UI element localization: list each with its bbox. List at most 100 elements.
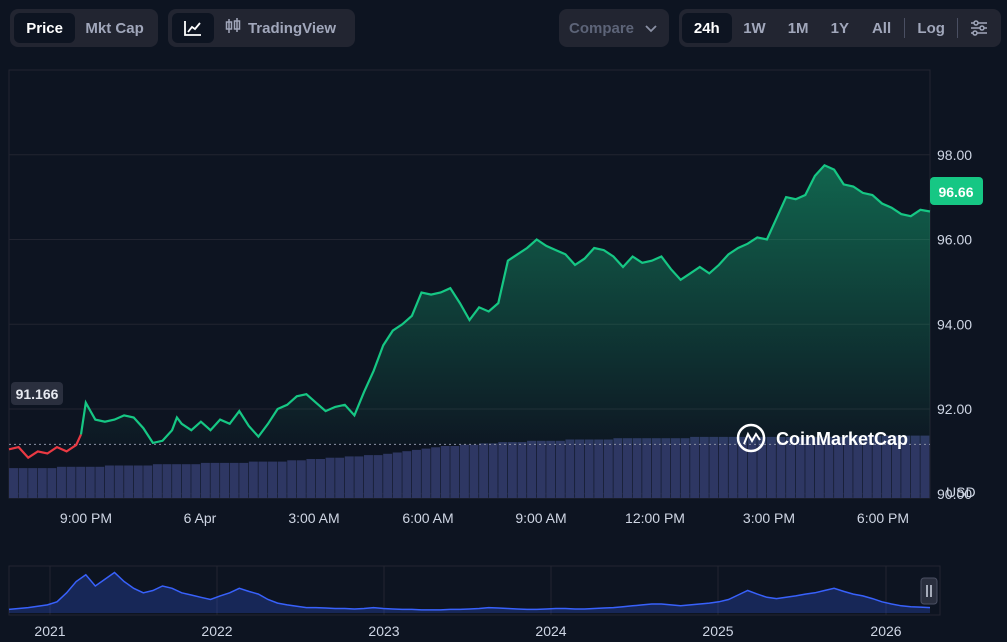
x-tick-label: 6 Apr (184, 510, 217, 526)
range-1w[interactable]: 1W (743, 19, 766, 37)
tradingview-label: TradingView (247, 19, 337, 37)
log-toggle[interactable]: Log (917, 19, 945, 37)
volume-bar (853, 435, 863, 498)
tab-price[interactable]: Price (14, 13, 76, 43)
y-tick-label: 96.00 (937, 232, 972, 248)
volume-bar (431, 447, 441, 498)
price-area (81, 165, 930, 445)
volume-bar (296, 460, 306, 498)
range-divider (904, 18, 906, 38)
volume-bar (469, 444, 479, 498)
current-price-badge: 96.66 (930, 177, 983, 205)
volume-bar (56, 466, 66, 498)
volume-bar (239, 462, 249, 498)
volume-bar (229, 462, 239, 498)
compare-label: Compare (569, 19, 635, 37)
volume-bar (85, 466, 95, 498)
volume-bar (124, 465, 134, 498)
volume-bar (440, 446, 450, 498)
range-24h[interactable]: 24h (682, 13, 732, 43)
volume-bar (834, 436, 844, 498)
volume-bar (210, 462, 220, 498)
volume-bar (603, 439, 613, 498)
x-tick-label: 9:00 PM (60, 510, 112, 526)
settings-sliders-icon[interactable] (960, 13, 998, 43)
currency-label: USD (946, 484, 976, 500)
volume-bar (747, 436, 757, 498)
volume-bar (824, 436, 834, 498)
volume-bar (488, 443, 498, 498)
volume-bar (76, 466, 86, 498)
volume-bar (709, 436, 719, 498)
volume-bar (757, 436, 767, 498)
volume-bar (872, 435, 882, 498)
volume-bar (383, 453, 393, 498)
volume-bar (805, 436, 815, 498)
volume-bar (325, 457, 335, 498)
view-toggle: Price Mkt Cap (10, 9, 158, 47)
volume-bar (623, 438, 632, 498)
price-line-up (79, 163, 931, 445)
volume-bar (363, 455, 373, 498)
volume-bar (220, 462, 230, 498)
chart-type-toggle: TradingView (168, 9, 355, 47)
volume-bar (670, 438, 680, 498)
volume-bar (402, 451, 412, 498)
volume-bar (335, 457, 345, 498)
x-tick-label: 9:00 AM (515, 510, 566, 526)
volume-bar (277, 461, 287, 498)
range-1y[interactable]: 1Y (830, 19, 849, 37)
compare-dropdown[interactable]: Compare (559, 9, 669, 47)
volume-bar (258, 461, 268, 498)
coinmarketcap-logo: CoinMarketCap (736, 423, 908, 453)
tab-mktcap[interactable]: Mkt Cap (85, 19, 144, 37)
volume-bar (555, 440, 565, 498)
volume-bar (642, 438, 652, 498)
volume-bar (114, 465, 124, 498)
volume-bar (613, 438, 623, 498)
volume-bar (594, 439, 604, 498)
y-tick-label: 98.00 (937, 147, 972, 163)
volume-bar (728, 436, 738, 498)
range-selector: 24h 1W 1M 1Y All Log (679, 9, 1001, 47)
volume-bar (517, 442, 527, 498)
range-all[interactable]: All (871, 19, 892, 37)
volume-bar (143, 465, 153, 498)
volume-bar (152, 464, 162, 498)
y-tick-label: 90.00 (937, 486, 972, 502)
volume-bar (738, 436, 748, 498)
volume-bar (181, 464, 191, 498)
volume-bar (882, 435, 892, 498)
x-tick-label: 6:00 AM (402, 510, 453, 526)
volume-bar (200, 462, 210, 498)
volume-bar (18, 468, 28, 498)
x-tick-label: 3:00 AM (288, 510, 339, 526)
volume-bar (162, 464, 172, 498)
volume-bar (479, 443, 489, 498)
volume-bar (527, 440, 537, 498)
volume-bar (507, 442, 517, 498)
chevron-down-icon (645, 20, 657, 37)
volume-bar (891, 435, 901, 498)
volume-bar (699, 436, 709, 498)
overview-handle[interactable] (920, 577, 938, 605)
volume-bar (862, 435, 872, 498)
x-tick-label: 3:00 PM (743, 510, 795, 526)
volume-bar (450, 446, 460, 498)
volume-bar (459, 444, 469, 498)
y-tick-label: 94.00 (937, 316, 972, 332)
volume-bar (268, 461, 278, 498)
volume-bar (498, 442, 508, 498)
volume-bar (354, 456, 364, 498)
volume-bar (776, 436, 786, 498)
volume-bar (814, 436, 824, 498)
volume-bar (248, 461, 258, 498)
volume-bar (28, 468, 38, 498)
range-1m[interactable]: 1M (787, 19, 809, 37)
line-chart-icon[interactable] (172, 13, 214, 43)
watermark-text: CoinMarketCap (776, 429, 908, 449)
volume-bar (910, 435, 920, 498)
volume-bar (316, 459, 325, 498)
tradingview-button[interactable]: TradingView (214, 13, 346, 43)
